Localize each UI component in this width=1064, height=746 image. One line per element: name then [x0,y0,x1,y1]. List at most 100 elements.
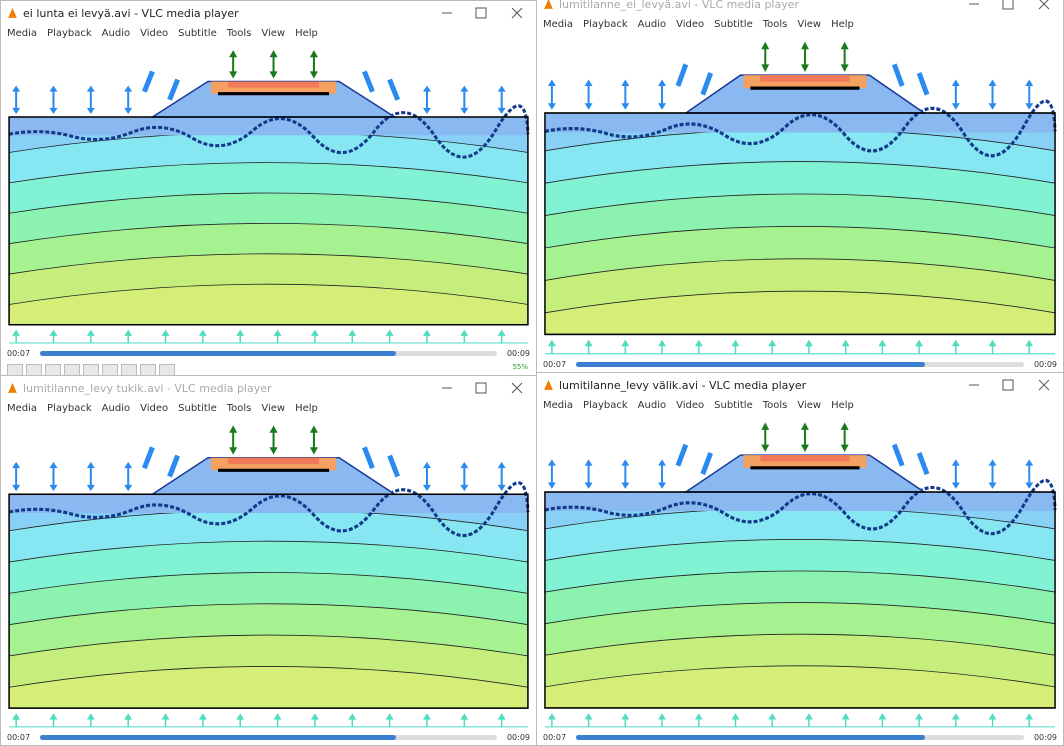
menu-bar: Media Playback Audio Video Subtitle Tools View… [537,16,1063,32]
menu-item[interactable]: Help [831,400,854,411]
vlc-icon [7,383,18,394]
menu-item[interactable]: Help [831,19,854,30]
title-bar: lumitilanne_levy välik.avi - VLC media p… [537,373,1063,397]
video-graphic [512,8,522,18]
menu-item[interactable]: Tools [227,403,252,414]
menu-item[interactable]: Playback [583,400,628,411]
elapsed-time: 00:07 [543,360,566,369]
video-graphic [1003,0,1013,9]
video-graphic [537,413,1063,729]
duration: 00:09 [507,349,530,358]
menu-item[interactable]: Playback [47,28,92,39]
vlc-icon [7,8,18,19]
window-controls[interactable] [967,0,1057,10]
volume[interactable]: 55% [512,363,528,371]
video-graphic [760,455,849,461]
progress[interactable] [576,362,1024,367]
window-controls[interactable] [440,382,530,394]
video-graphic [9,494,528,513]
progress[interactable] [40,735,497,740]
video-area [1,41,536,345]
seek-bar: 00:0700:09 [537,729,1063,745]
progress-fill [576,735,925,740]
title-bar: ei lunta ei levyä.avi - VLC media player [1,1,536,25]
menu-item[interactable]: Audio [638,400,666,411]
video-graphic [9,117,528,135]
menu-bar: Media Playback Audio Video Subtitle Tools View… [1,25,536,41]
video-graphic [1003,380,1013,390]
menu-item[interactable]: View [797,400,821,411]
vlc-window: lumitilanne_levy tukik.avi - VLC media p… [0,375,537,746]
progress-fill [576,362,925,367]
duration: 00:09 [507,733,530,742]
video-graphic [1039,380,1049,390]
window-controls[interactable] [967,379,1057,391]
menu-item[interactable]: Playback [47,403,92,414]
window-buttons [440,7,530,22]
menu-item[interactable]: Audio [638,19,666,30]
progress-fill [40,735,396,740]
menu-item[interactable]: Tools [763,19,788,30]
menu-item[interactable]: View [797,19,821,30]
video-graphic [544,380,553,390]
window-title: lumitilanne_levy välik.avi - VLC media p… [559,379,806,392]
seek-bar: 00:07 00:09 [537,356,1063,372]
menu-item[interactable]: Video [676,400,704,411]
elapsed-time: 00:07 [7,733,30,742]
menu-item[interactable]: Tools [763,400,788,411]
menu-item[interactable]: Media [543,400,573,411]
video-area [537,413,1063,729]
video-graphic [545,492,1055,511]
duration: 00:09 [1034,733,1057,742]
menu-item[interactable]: Video [676,19,704,30]
menu-item[interactable]: Video [140,28,168,39]
menu-bar: Media Playback Audio Video Subtitle Tools View… [537,397,1063,413]
window-buttons [967,0,1057,13]
menu-item[interactable]: Subtitle [714,400,753,411]
menu-item[interactable]: Help [295,403,318,414]
vlc-window: lumitilanne_levy välik.avi - VLC media p… [536,372,1064,746]
menu-item[interactable]: Help [295,28,318,39]
window-title: lumitilanne_levy tukik.avi - VLC media p… [23,382,272,395]
title-bar: lumitilanne_levy tukik.avi - VLC media p… [1,376,536,400]
video-graphic [476,8,486,18]
menu-item[interactable]: Subtitle [178,28,217,39]
video-graphic [512,383,522,393]
progress-fill [40,351,396,356]
vlc-icon [543,0,554,10]
video-graphic [1,416,536,729]
video-graphic [228,458,319,464]
progress[interactable] [40,351,497,356]
window-buttons [440,382,530,397]
elapsed-time: 00:07 [7,349,30,358]
video-area [537,32,1063,356]
duration: 00:09 [1034,360,1057,369]
menu-item[interactable]: Audio [102,28,130,39]
video-graphic [228,82,319,88]
menu-item[interactable]: Media [543,19,573,30]
video-graphic [537,32,1063,356]
window-buttons [967,379,1057,394]
video-graphic [544,0,553,8]
vlc-window: ei lunta ei levyä.avi - VLC media player… [0,0,537,382]
title-bar: lumitilanne_ei_levyä.avi - VLC media pla… [537,0,1063,16]
progress[interactable] [576,735,1024,740]
menu-item[interactable]: Subtitle [178,403,217,414]
menu-item[interactable]: Audio [102,403,130,414]
menu-item[interactable]: View [261,403,285,414]
video-graphic [1,41,536,345]
video-graphic [1039,0,1049,9]
menu-item[interactable]: Tools [227,28,252,39]
video-graphic [476,383,486,393]
menu-item[interactable]: Subtitle [714,19,753,30]
video-graphic [545,113,1055,132]
menu-bar: Media Playback Audio Video Subtitle Tools View… [1,400,536,416]
menu-item[interactable]: Media [7,403,37,414]
window-controls[interactable] [440,7,530,19]
menu-item[interactable]: Video [140,403,168,414]
menu-item[interactable]: View [261,28,285,39]
menu-item[interactable]: Media [7,28,37,39]
desktop: ei lunta ei levyä.avi - VLC media player… [0,0,1064,746]
menu-item[interactable]: Playback [583,19,628,30]
video-graphic [760,75,849,81]
